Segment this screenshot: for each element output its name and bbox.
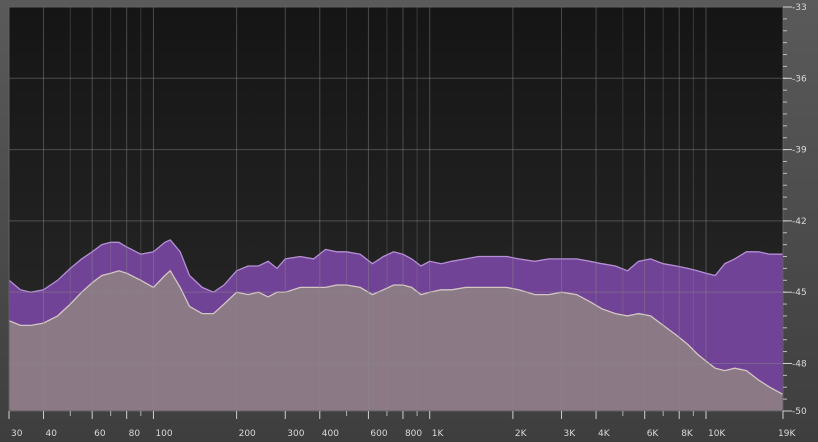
x-tick-label: 60 bbox=[94, 429, 106, 439]
series-line-1 bbox=[8, 239, 783, 293]
x-tick-label: 1K bbox=[432, 429, 445, 439]
y-tick-label: -33 bbox=[792, 3, 807, 13]
x-tick-label: 80 bbox=[129, 429, 141, 439]
x-tick-label: 40 bbox=[46, 429, 58, 439]
x-tick-label: 4K bbox=[598, 429, 611, 439]
x-tick-label: 19K bbox=[778, 429, 796, 439]
series-line-2 bbox=[8, 269, 784, 395]
y-tick-label: -36 bbox=[792, 74, 807, 84]
y-tick-label: -39 bbox=[792, 146, 807, 156]
x-tick-label: 600 bbox=[370, 429, 387, 439]
x-tick-label: 8K bbox=[681, 429, 694, 439]
x-tick-label: 800 bbox=[405, 429, 422, 439]
y-tick-label: -50 bbox=[792, 407, 807, 417]
x-tick-label: 3K bbox=[564, 429, 577, 439]
axis-layer: -33 -36 -39 -42 -45 -48 -50 30 40 60 80 100 200 300 40… bbox=[8, 3, 807, 439]
x-tick-label: 10K bbox=[708, 429, 726, 439]
x-tick-label: 2K bbox=[515, 429, 528, 439]
y-tick-label: -45 bbox=[792, 288, 807, 298]
x-tick-label: 6K bbox=[647, 429, 660, 439]
y-tick-label: -42 bbox=[792, 217, 807, 227]
series-layer bbox=[8, 239, 784, 411]
x-tick-label: 300 bbox=[287, 429, 304, 439]
series-area-2 bbox=[9, 270, 783, 411]
x-tick-label: 100 bbox=[155, 429, 172, 439]
x-tick-label: 200 bbox=[239, 429, 256, 439]
y-tick-label: -48 bbox=[792, 359, 807, 369]
x-tick-label: 400 bbox=[322, 429, 339, 439]
x-tick-label: 30 bbox=[11, 429, 23, 439]
